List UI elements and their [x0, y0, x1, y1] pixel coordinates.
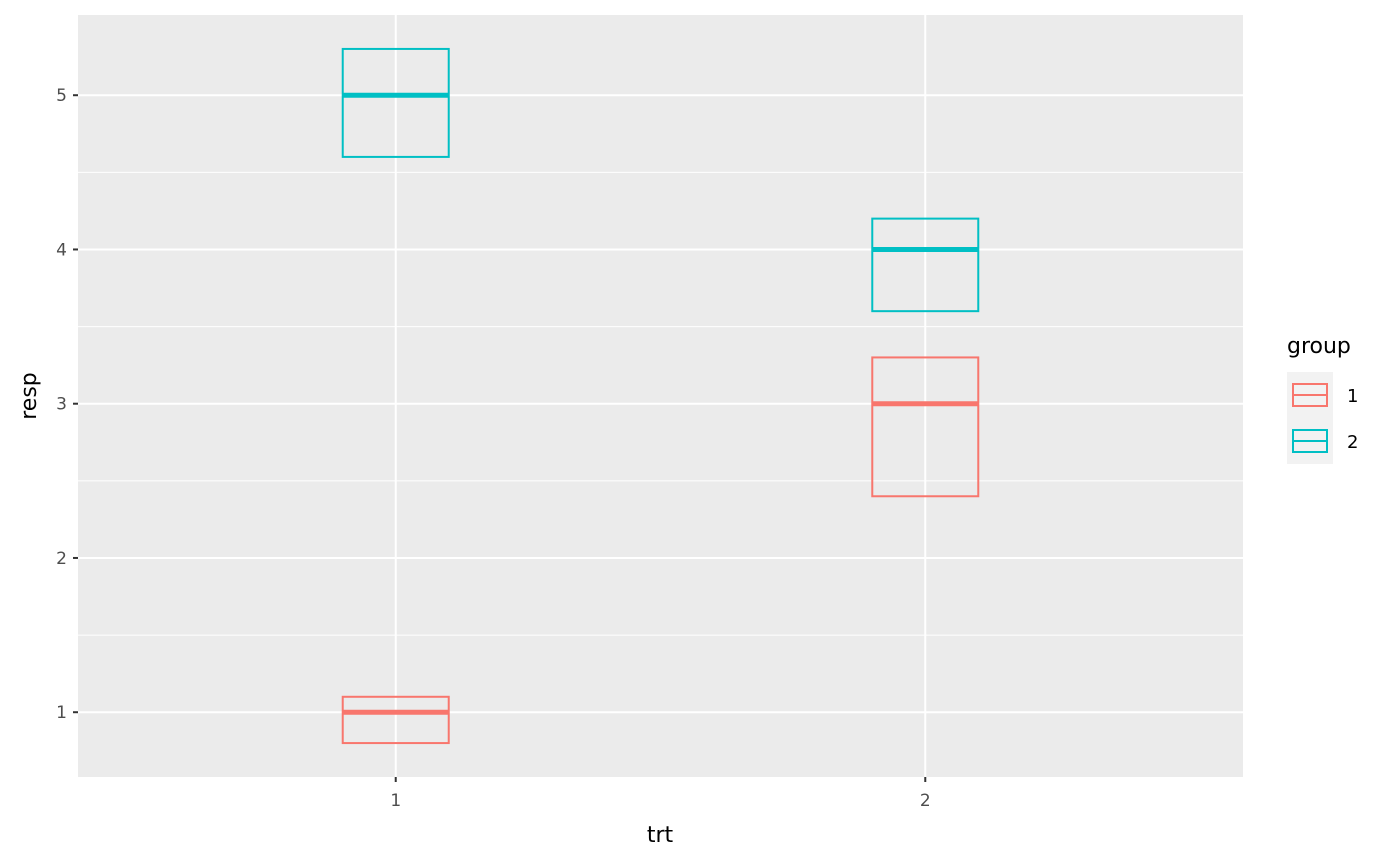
grid-minor: [78, 171, 1243, 636]
legend-label-group-1: 1: [1347, 386, 1358, 407]
grid-major: [78, 15, 1243, 777]
crossbar-box-group-1: [871, 356, 980, 498]
crossbar-box-group-1: [341, 695, 450, 745]
panel-background: [78, 15, 1243, 777]
crossbar-box-group-2: [341, 47, 450, 158]
y-axis: 1 2 3 4 5: [56, 86, 78, 723]
legend: group 1 2: [1287, 334, 1358, 464]
legend-title: group: [1287, 334, 1351, 359]
crossbars: [341, 47, 980, 745]
legend-label-group-2: 2: [1347, 432, 1358, 453]
y-axis-title: resp: [17, 372, 42, 420]
y-tick-label: 2: [56, 549, 67, 569]
legend-key-background: [1287, 372, 1333, 464]
crossbar-box-group-2: [871, 217, 980, 313]
x-axis-title: trt: [647, 823, 674, 848]
x-tick-label: 2: [920, 791, 931, 811]
y-tick-label: 1: [56, 703, 67, 723]
y-tick-label: 4: [56, 240, 67, 260]
x-tick-label: 1: [390, 791, 401, 811]
y-tick-label: 3: [56, 395, 67, 415]
y-tick-label: 5: [56, 86, 67, 106]
